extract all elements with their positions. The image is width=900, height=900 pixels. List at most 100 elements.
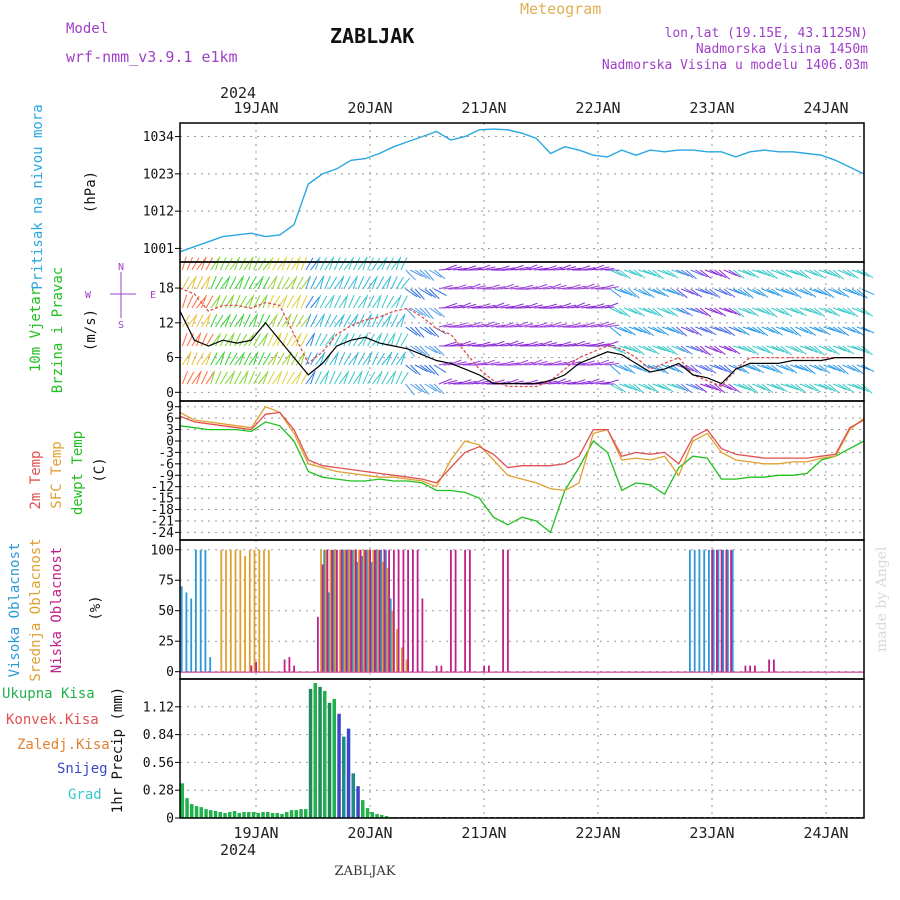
legend-graupel: Grad — [68, 787, 102, 803]
wind-barb — [367, 257, 374, 271]
temp-unit: (C) — [92, 457, 108, 482]
wind-barb — [419, 288, 433, 297]
precip-bar — [342, 736, 346, 818]
wind-barb — [200, 371, 208, 385]
compass-w: W — [85, 290, 92, 301]
wind-barb — [405, 326, 418, 336]
tick-label: -21 — [151, 514, 174, 529]
wind-barb — [338, 313, 345, 328]
wind-barb — [234, 256, 241, 271]
wind-barb — [780, 326, 794, 334]
wind-barb — [785, 326, 798, 336]
wind-barb — [381, 353, 392, 366]
wind-barb — [571, 324, 586, 328]
wind-barb — [248, 294, 255, 309]
wind-barb — [642, 269, 657, 277]
wind-barb — [253, 277, 263, 290]
wind-barb — [728, 364, 742, 372]
wind-barb — [219, 256, 227, 271]
wind-barb — [181, 276, 190, 290]
wind-barb — [257, 313, 265, 328]
wind-barb — [842, 288, 856, 295]
wind-barb — [219, 277, 230, 290]
wind-barb — [371, 296, 381, 309]
tick-label: 0 — [166, 434, 174, 449]
wind-barb — [737, 345, 752, 353]
wind-barb — [267, 315, 277, 328]
wind-barb — [652, 383, 666, 390]
wind-barb — [257, 296, 267, 309]
wind-barb — [543, 342, 558, 347]
wind-barb — [605, 363, 620, 366]
wind-barb — [414, 307, 427, 317]
wind-barb — [257, 372, 268, 385]
wind-barb — [723, 345, 737, 354]
wind-barb — [813, 383, 828, 390]
wind-barb — [733, 345, 747, 351]
wind-barb — [453, 361, 467, 366]
cloud-bar — [374, 549, 376, 672]
wind-barb — [419, 383, 430, 395]
wind-barb — [847, 307, 859, 318]
cloud-bar — [323, 549, 326, 672]
wind-barb — [262, 276, 271, 290]
wind-barb — [324, 296, 334, 309]
wind-barb — [728, 269, 741, 278]
wind-barb — [386, 372, 396, 385]
cloud-bar — [339, 549, 341, 672]
wind-barb — [723, 307, 737, 315]
wind-barb — [200, 256, 207, 271]
wind-barb — [557, 325, 572, 328]
cloud-bar — [250, 665, 253, 672]
wind-barb — [600, 268, 615, 271]
wind-barb — [371, 257, 381, 271]
wind-barb — [191, 275, 197, 290]
wind-barb — [804, 307, 818, 315]
wind-barb — [410, 307, 423, 316]
wind-barb — [390, 332, 396, 347]
wind-barb — [709, 269, 723, 277]
wind-barbs — [181, 256, 875, 396]
lonlat-label: lon,lat (19.15E, 43.1125N) — [665, 26, 869, 41]
wind-barb — [305, 295, 314, 309]
wind-barb — [828, 364, 842, 372]
wind-barb — [652, 288, 666, 297]
cloud-bar — [711, 549, 713, 672]
compass-s: S — [118, 320, 124, 331]
cloud-bar — [416, 549, 419, 672]
wind-barb — [243, 370, 249, 385]
wind-barb — [410, 326, 421, 337]
wind-barb — [790, 383, 803, 392]
gust-line — [179, 287, 864, 388]
wind-barb — [490, 302, 505, 309]
wind-barb — [718, 269, 731, 280]
precip-bar — [213, 811, 218, 818]
wind-barb — [704, 307, 719, 314]
wind-barb — [595, 304, 610, 309]
wind-barb — [676, 307, 689, 316]
wind-barb — [661, 307, 675, 316]
wind-barb — [390, 314, 399, 328]
wind-barb — [357, 352, 366, 366]
cloud-bar — [412, 549, 414, 672]
wind-barb — [638, 269, 652, 275]
bottom-day-label: 22JAN — [575, 824, 620, 842]
wind-barb — [395, 256, 402, 271]
wind-barb — [295, 332, 302, 347]
wind-barb — [371, 352, 379, 366]
wind-barb — [676, 288, 688, 299]
wind-barb — [856, 288, 868, 299]
wind-barb — [704, 326, 717, 336]
wind-barb — [671, 326, 684, 336]
cloud-bar — [248, 549, 251, 672]
wind-barb — [666, 307, 679, 317]
cloud-bar — [464, 549, 466, 672]
wind-barb — [628, 364, 643, 371]
wind-barb — [799, 364, 812, 374]
wind-barb — [718, 345, 733, 352]
wind-barb — [300, 256, 308, 271]
pressure-tick-labels: 1001 1012 1023 1034 — [143, 130, 174, 257]
precip-frame — [179, 678, 865, 819]
wind-barb — [695, 307, 708, 316]
wind-barb — [457, 340, 472, 347]
